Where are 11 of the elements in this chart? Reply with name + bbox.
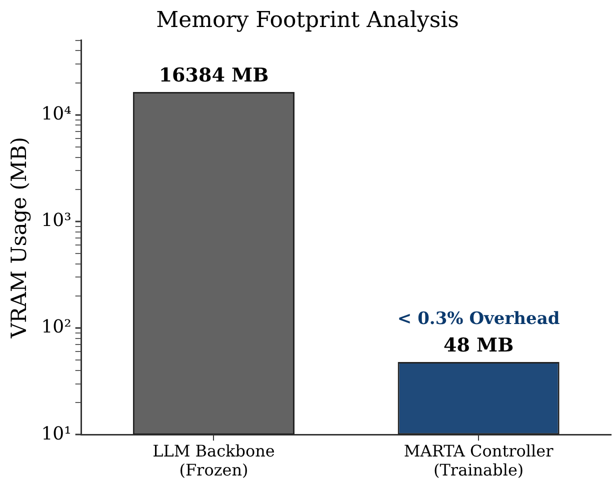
y-tick-label: 10⁴ <box>41 104 72 125</box>
x-tick-label: MARTA Controller (Trainable) <box>404 441 554 480</box>
chart-title: Memory Footprint Analysis <box>156 8 459 33</box>
y-axis-title: VRAM Usage (MB) <box>7 136 32 340</box>
data-label: 16384 MB <box>158 64 269 86</box>
y-tick-label: 10¹ <box>41 423 72 444</box>
y-tick-label: 10³ <box>41 210 72 232</box>
y-tick-label: 10² <box>41 316 72 338</box>
x-tick-label: LLM Backbone (Frozen) <box>152 441 275 480</box>
data-label: 48 MB <box>444 334 514 356</box>
annotation: < 0.3% Overhead <box>397 308 560 329</box>
